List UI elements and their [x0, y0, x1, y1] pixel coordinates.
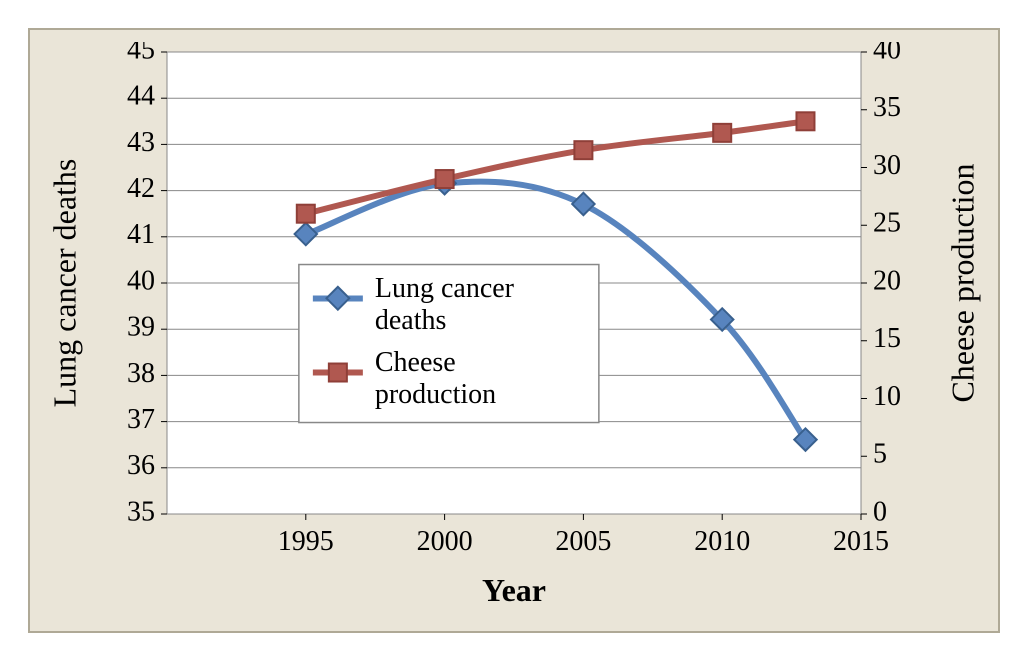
- x-tick-label: 1995: [278, 526, 334, 557]
- y-right-tick-label: 5: [873, 439, 887, 470]
- y-left-tick-label: 43: [127, 127, 155, 158]
- marker-cheese: [574, 141, 592, 159]
- y-left-tick-label: 45: [127, 42, 155, 65]
- y-right-tick-label: 10: [873, 381, 901, 412]
- y-right-tick-label: 30: [873, 150, 901, 181]
- y-right-tick-label: 25: [873, 208, 901, 239]
- legend-label: deaths: [375, 305, 447, 336]
- x-axis-title: Year: [482, 572, 546, 608]
- dual-axis-line-chart: 35 36 37 38 39 40 41 42 43 44 45 0 5 10 15 20 25 30 35 40 19…: [42, 42, 986, 619]
- y-left-axis-title: Lung cancer deaths: [46, 159, 82, 408]
- legend-label: Cheese: [375, 347, 456, 378]
- y-left-tick-label: 42: [127, 173, 155, 204]
- chart-panel: 35 36 37 38 39 40 41 42 43 44 45 0 5 10 15 20 25 30 35 40 19…: [28, 28, 1000, 633]
- legend: Lung cancerdeaths Cheeseproduction: [299, 265, 599, 423]
- y-right-tick-label: 0: [873, 496, 887, 527]
- y-right-axis-title: Cheese production: [944, 163, 980, 402]
- y-right-tick-label: 15: [873, 323, 901, 354]
- y-left-tick-label: 35: [127, 496, 155, 527]
- x-tick-label: 2010: [694, 526, 750, 557]
- y-right-tick-label: 20: [873, 265, 901, 296]
- legend-label: production: [375, 379, 496, 410]
- y-right-tick-label: 35: [873, 92, 901, 123]
- marker-cheese: [713, 124, 731, 142]
- y-left-tick-label: 39: [127, 312, 155, 343]
- legend-label: Lung cancer: [375, 273, 515, 304]
- y-left-tick-label: 38: [127, 358, 155, 389]
- y-right-tick-label: 40: [873, 42, 901, 65]
- marker-cheese: [436, 170, 454, 188]
- y-left-tick-label: 37: [127, 404, 155, 435]
- y-left-tick-label: 36: [127, 450, 155, 481]
- marker-cheese: [297, 205, 315, 223]
- marker-cheese: [796, 112, 814, 130]
- y-left-tick-label: 40: [127, 265, 155, 296]
- y-left-tick-label: 44: [127, 81, 155, 112]
- x-tick-label: 2000: [417, 526, 473, 557]
- x-tick-label: 2015: [833, 526, 889, 557]
- x-tick-label: 2005: [555, 526, 611, 557]
- y-left-tick-label: 41: [127, 219, 155, 250]
